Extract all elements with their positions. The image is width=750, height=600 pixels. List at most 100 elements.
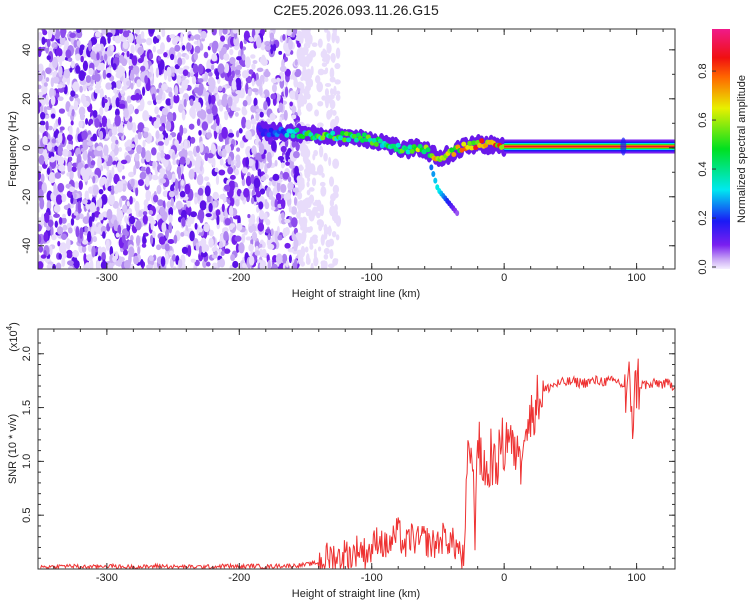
noise-speckle — [150, 234, 154, 245]
noise-speckle — [218, 241, 224, 249]
noise-speckle — [60, 29, 66, 39]
noise-speckle — [228, 197, 235, 207]
noise-speckle — [130, 82, 134, 90]
noise-speckle — [168, 222, 173, 234]
ridge-point — [300, 134, 306, 140]
noise-speckle — [155, 130, 160, 140]
noise-speckle — [280, 198, 286, 210]
noise-speckle — [238, 128, 243, 134]
noise-speckle — [318, 224, 323, 232]
noise-speckle — [235, 90, 242, 95]
noise-speckle — [306, 197, 312, 208]
noise-speckle — [194, 159, 201, 169]
noise-speckle — [181, 79, 188, 91]
noise-speckle — [215, 93, 220, 102]
noise-speckle — [85, 75, 92, 83]
noise-speckle — [38, 84, 42, 90]
noise-speckle — [287, 181, 294, 191]
noise-speckle — [331, 214, 337, 222]
chart-title: C2E5.2026.093.11.26.G15 — [273, 2, 439, 18]
noise-speckle — [65, 249, 73, 259]
noise-speckle — [286, 29, 292, 37]
noise-speckle — [68, 125, 73, 137]
noise-speckle — [223, 231, 229, 241]
noise-speckle — [219, 158, 224, 166]
noise-speckle — [274, 159, 278, 167]
noise-speckle — [195, 242, 199, 251]
noise-speckle — [48, 171, 56, 184]
noise-speckle — [211, 157, 216, 168]
snr-series-line — [40, 358, 675, 569]
noise-speckle — [186, 42, 191, 52]
x-tick-label: -300 — [96, 572, 118, 584]
noise-speckle — [311, 234, 318, 240]
noise-speckle — [149, 219, 157, 225]
noise-speckle — [176, 74, 182, 85]
ridge-point — [469, 145, 475, 151]
noise-speckle — [67, 57, 73, 62]
noise-speckle — [188, 123, 195, 130]
noise-speckle — [197, 78, 204, 83]
noise-speckle — [195, 145, 200, 154]
noise-speckle — [122, 249, 128, 256]
noise-speckle — [51, 43, 57, 48]
noise-speckle — [77, 133, 82, 143]
noise-speckle — [270, 77, 278, 84]
noise-speckle — [160, 42, 165, 53]
noise-speckle — [245, 175, 252, 187]
noise-speckle — [215, 115, 220, 127]
noise-speckle — [287, 176, 292, 183]
noise-speckle — [250, 174, 255, 184]
noise-speckle — [43, 231, 49, 243]
noise-speckle — [73, 100, 79, 111]
noise-speckle — [333, 85, 337, 96]
noise-speckle — [251, 145, 257, 155]
x-tick-label: 100 — [627, 572, 645, 584]
noise-speckle — [171, 72, 175, 77]
noise-speckle — [335, 234, 340, 241]
noise-speckle — [166, 111, 174, 123]
ridge-point — [340, 130, 346, 136]
noise-speckle — [179, 124, 184, 137]
noise-speckle — [194, 192, 198, 197]
noise-speckle — [331, 109, 337, 116]
noise-speckle — [117, 132, 124, 137]
noise-speckle — [305, 226, 313, 233]
noise-speckle — [263, 100, 268, 111]
colorbar-tick-label: 0.0 — [697, 259, 709, 274]
noise-speckle — [229, 48, 234, 56]
noise-speckle — [161, 29, 166, 38]
noise-speckle — [101, 251, 106, 262]
noise-speckle — [291, 140, 296, 148]
noise-speckle — [143, 237, 147, 244]
ridge-point — [407, 144, 413, 150]
noise-speckle — [153, 262, 159, 269]
noise-speckle — [195, 102, 202, 114]
noise-speckle — [58, 108, 66, 114]
noise-speckle — [82, 60, 89, 72]
noise-speckle — [38, 31, 43, 41]
noise-speckle — [300, 245, 306, 258]
noise-speckle — [331, 230, 337, 238]
noise-speckle — [224, 62, 230, 74]
noise-speckle — [309, 238, 314, 247]
noise-speckle — [257, 222, 265, 232]
noise-speckle — [241, 167, 249, 174]
noise-speckle — [70, 90, 76, 97]
noise-speckle — [152, 161, 156, 169]
noise-speckle — [224, 112, 229, 121]
noise-speckle — [257, 168, 262, 177]
noise-speckle — [197, 63, 204, 75]
noise-speckle — [243, 188, 250, 198]
noise-speckle — [144, 75, 148, 84]
noise-speckle — [219, 258, 226, 268]
noise-speckle — [231, 66, 237, 71]
noise-speckle — [253, 97, 258, 107]
noise-speckle — [235, 77, 242, 88]
noise-speckle — [123, 108, 129, 119]
noise-speckle — [230, 160, 234, 168]
noise-speckle — [200, 251, 208, 258]
noise-speckle — [121, 58, 128, 67]
ridge-point — [449, 147, 455, 153]
ridge-point — [268, 127, 274, 133]
